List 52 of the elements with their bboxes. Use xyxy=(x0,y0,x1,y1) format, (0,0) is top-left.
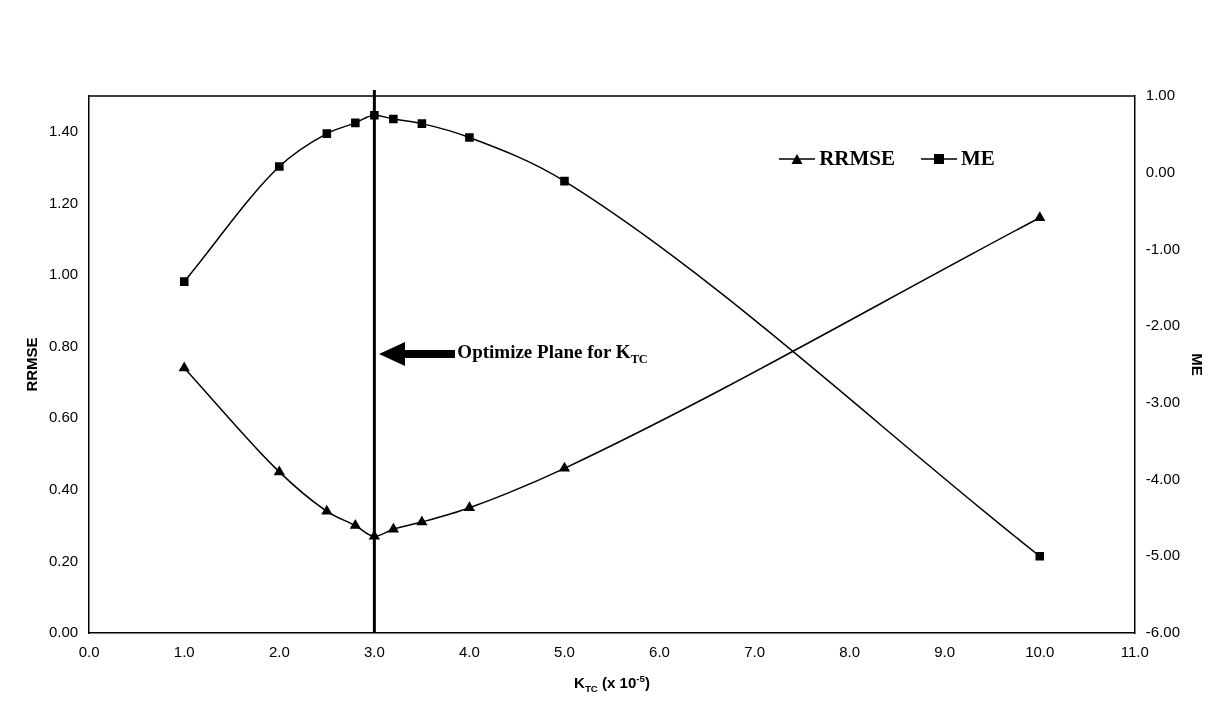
point xyxy=(179,362,190,372)
y-tick-label: 1.40 xyxy=(48,121,79,139)
y-tick-label: 0.60 xyxy=(48,408,79,426)
point xyxy=(465,133,474,142)
y2-tick-label: -3.00 xyxy=(1145,393,1181,410)
y2-tick-label: 0.00 xyxy=(1145,162,1176,180)
y2-tick-label: -1.00 xyxy=(1145,239,1181,257)
x-tick-label: 5.0 xyxy=(554,643,575,661)
point xyxy=(350,519,361,529)
point xyxy=(388,523,399,533)
y2-tick-label: -6.00 xyxy=(1145,623,1181,641)
y-tick-label: 0.80 xyxy=(48,336,79,354)
x-tick-label: 0.0 xyxy=(78,643,100,661)
x-tick-label: 6.0 xyxy=(649,643,670,661)
x-tick-label: 7.0 xyxy=(744,643,766,661)
point xyxy=(560,176,569,186)
y-tick-label: 0.40 xyxy=(48,479,79,497)
point xyxy=(559,462,570,472)
y-tick-label: 1.20 xyxy=(48,193,79,211)
x-tick-label: 8.0 xyxy=(839,643,861,661)
x-tick-label: 4.0 xyxy=(458,643,480,661)
legend-label: ME xyxy=(960,146,995,171)
point xyxy=(351,118,360,128)
point xyxy=(389,114,398,124)
x-tick-label: 2.0 xyxy=(268,643,290,661)
x-tick-label: 11.0 xyxy=(1120,643,1149,661)
legend-label: RRMSE xyxy=(819,146,895,171)
y-axis-title: RRMSE xyxy=(23,337,41,392)
x-tick-label: 10.0 xyxy=(1025,643,1055,661)
x-tick-label: 3.0 xyxy=(363,643,385,661)
point xyxy=(274,466,285,476)
point xyxy=(322,129,332,138)
point xyxy=(1035,552,1045,561)
point xyxy=(321,505,332,515)
x-tick-label: 9.0 xyxy=(934,643,956,661)
point xyxy=(1034,211,1045,221)
y2-tick-label: 1.00 xyxy=(1145,86,1176,104)
x-tick-label: 1.0 xyxy=(173,643,195,661)
y2-tick-label: -2.00 xyxy=(1145,316,1181,334)
y-tick-label: 1.00 xyxy=(48,265,79,283)
y-tick-label: 0.20 xyxy=(48,551,79,569)
y2-axis-title: ME xyxy=(1188,353,1206,376)
y2-tick-label: -5.00 xyxy=(1145,546,1181,564)
point xyxy=(464,501,475,511)
point xyxy=(179,277,189,286)
y-tick-label: 0.00 xyxy=(48,623,79,641)
point xyxy=(417,119,427,128)
y2-tick-label: -4.00 xyxy=(1145,469,1181,487)
point xyxy=(416,516,427,526)
annotation: Optimize Plane for K$_{TC}$ xyxy=(457,340,648,367)
point xyxy=(275,162,284,171)
x-axis-title: K$_{TC}$ (x 10$^{-5}$) xyxy=(574,673,650,694)
